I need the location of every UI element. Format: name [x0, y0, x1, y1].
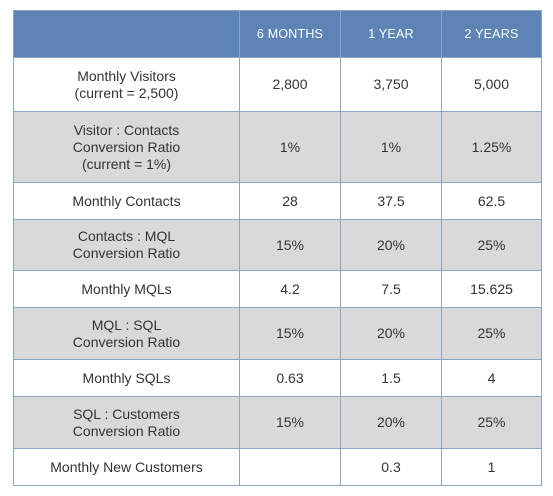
cell-6-months: 0.63	[239, 359, 341, 397]
header-6-months: 6 MONTHS	[239, 10, 341, 58]
table-row: Monthly SQLs 0.63 1.5 4	[13, 359, 542, 397]
row-label: Visitor : Contacts Conversion Ratio (cur…	[13, 111, 240, 183]
cell-2-years: 1	[441, 448, 542, 486]
cell-1-year: 0.3	[340, 448, 442, 486]
table-row: Contacts : MQL Conversion Ratio 15% 20% …	[13, 219, 542, 271]
table-row: SQL : Customers Conversion Ratio 15% 20%…	[13, 396, 542, 449]
cell-1-year: 1.5	[340, 359, 442, 397]
cell-6-months: 15%	[239, 307, 341, 360]
cell-2-years: 15.625	[441, 270, 542, 308]
header-blank	[13, 10, 240, 58]
row-label: SQL : Customers Conversion Ratio	[13, 396, 240, 449]
cell-2-years: 62.5	[441, 182, 542, 220]
cell-1-year: 20%	[340, 219, 442, 271]
table-row: Monthly MQLs 4.2 7.5 15.625	[13, 270, 542, 308]
cell-6-months: 4.2	[239, 270, 341, 308]
cell-6-months: 28	[239, 182, 341, 220]
row-label: Monthly Contacts	[13, 182, 240, 220]
projection-table: 6 MONTHS 1 YEAR 2 YEARS Monthly Visitors…	[13, 10, 542, 486]
header-1-year: 1 YEAR	[340, 10, 442, 58]
table-row: Visitor : Contacts Conversion Ratio (cur…	[13, 111, 542, 183]
cell-1-year: 37.5	[340, 182, 442, 220]
row-label: MQL : SQL Conversion Ratio	[13, 307, 240, 360]
cell-1-year: 20%	[340, 307, 442, 360]
cell-2-years: 4	[441, 359, 542, 397]
table-row: Monthly New Customers 0.3 1	[13, 448, 542, 486]
cell-2-years: 25%	[441, 307, 542, 360]
row-label: Monthly MQLs	[13, 270, 240, 308]
cell-1-year: 3,750	[340, 57, 442, 112]
row-label: Monthly Visitors (current = 2,500)	[13, 57, 240, 112]
row-label: Contacts : MQL Conversion Ratio	[13, 219, 240, 271]
header-2-years: 2 YEARS	[441, 10, 542, 58]
cell-2-years: 25%	[441, 396, 542, 449]
row-label: Monthly New Customers	[13, 448, 240, 486]
cell-6-months: 15%	[239, 396, 341, 449]
row-label: Monthly SQLs	[13, 359, 240, 397]
cell-1-year: 7.5	[340, 270, 442, 308]
table-row: Monthly Contacts 28 37.5 62.5	[13, 182, 542, 220]
cell-2-years: 1.25%	[441, 111, 542, 183]
table-row: MQL : SQL Conversion Ratio 15% 20% 25%	[13, 307, 542, 360]
cell-6-months: 2,800	[239, 57, 341, 112]
cell-6-months	[239, 448, 341, 486]
cell-2-years: 5,000	[441, 57, 542, 112]
header-row: 6 MONTHS 1 YEAR 2 YEARS	[13, 10, 542, 58]
cell-6-months: 15%	[239, 219, 341, 271]
cell-2-years: 25%	[441, 219, 542, 271]
cell-1-year: 20%	[340, 396, 442, 449]
table-row: Monthly Visitors (current = 2,500) 2,800…	[13, 57, 542, 112]
cell-6-months: 1%	[239, 111, 341, 183]
cell-1-year: 1%	[340, 111, 442, 183]
